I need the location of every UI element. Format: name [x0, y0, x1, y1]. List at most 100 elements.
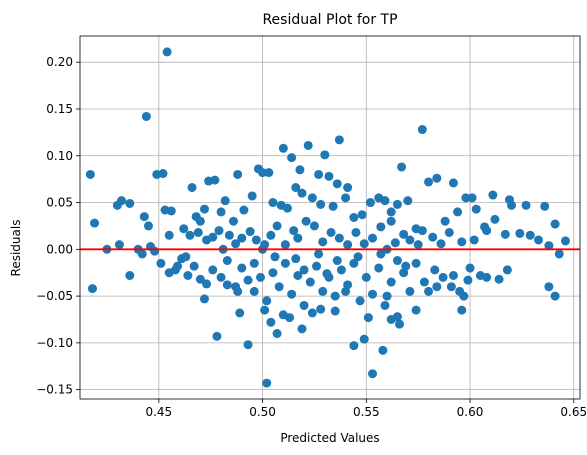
data-point	[330, 306, 340, 316]
y-axis-ticks: −0.15 −0.10 −0.05 0.00 0.05 0.10 0.15 0.20	[36, 55, 80, 397]
plot-frame	[79, 35, 581, 400]
data-point	[173, 261, 183, 271]
data-point	[229, 216, 239, 226]
data-point	[164, 230, 174, 240]
data-point	[332, 179, 342, 189]
data-point	[392, 256, 402, 266]
data-point	[550, 219, 560, 229]
data-point	[307, 308, 317, 318]
data-point	[525, 230, 535, 240]
data-point	[316, 304, 326, 314]
data-point	[417, 125, 427, 135]
data-point	[461, 193, 471, 203]
data-point	[349, 213, 359, 222]
data-point	[403, 196, 413, 206]
data-point	[550, 291, 560, 301]
data-point	[540, 201, 550, 211]
data-point	[199, 294, 209, 304]
data-point	[287, 289, 297, 299]
data-point	[361, 272, 371, 282]
data-point	[432, 173, 442, 183]
data-point	[187, 183, 197, 193]
data-point	[297, 324, 307, 334]
data-point	[430, 265, 440, 275]
data-point	[185, 230, 195, 240]
data-point	[222, 280, 232, 290]
data-point	[343, 183, 353, 193]
data-point	[494, 274, 504, 284]
data-point	[208, 232, 218, 242]
data-point	[471, 204, 481, 214]
data-point	[349, 258, 359, 268]
data-point	[417, 226, 427, 236]
data-point	[382, 291, 392, 301]
data-point	[534, 235, 544, 245]
x-axis-label: Predicted Values	[280, 431, 379, 445]
y-tick-label: 0.00	[46, 242, 73, 256]
x-tick-label: 0.65	[560, 405, 587, 419]
data-point	[112, 200, 122, 210]
data-point	[278, 143, 288, 153]
data-point	[189, 261, 199, 271]
data-point	[411, 258, 421, 268]
data-point	[272, 329, 282, 339]
data-point	[195, 216, 205, 226]
data-point	[386, 207, 396, 217]
data-point	[378, 345, 388, 355]
data-point	[289, 226, 299, 236]
data-point	[336, 265, 346, 275]
data-point	[251, 235, 261, 245]
data-point	[114, 240, 124, 250]
data-point	[332, 256, 342, 266]
data-point	[328, 201, 338, 211]
data-point	[424, 177, 434, 187]
data-point	[125, 198, 135, 208]
y-tick-label: 0.10	[46, 149, 73, 163]
data-point	[438, 272, 448, 282]
data-point	[395, 319, 405, 329]
x-tick-label: 0.45	[145, 405, 172, 419]
data-point	[318, 286, 328, 296]
data-point	[320, 150, 330, 160]
data-point	[291, 183, 301, 193]
data-point	[314, 249, 324, 259]
y-tick-label: −0.10	[36, 336, 73, 350]
data-point	[355, 296, 365, 306]
data-point	[380, 196, 390, 206]
data-point	[231, 239, 241, 249]
data-point	[295, 165, 305, 175]
data-point	[243, 275, 253, 285]
data-point	[199, 204, 209, 214]
data-point	[85, 169, 95, 179]
data-point	[195, 274, 205, 284]
data-point	[305, 277, 315, 287]
data-point	[216, 207, 226, 217]
data-point	[139, 212, 149, 222]
data-point	[293, 233, 303, 243]
data-point	[264, 168, 274, 178]
data-point	[374, 263, 384, 273]
data-point	[446, 282, 456, 292]
data-point	[544, 282, 554, 292]
data-point	[282, 203, 292, 213]
x-tick-label: 0.50	[249, 405, 276, 419]
data-point	[291, 254, 301, 264]
data-point	[299, 300, 309, 310]
data-point	[287, 153, 297, 163]
data-point	[448, 178, 458, 188]
data-point	[216, 272, 226, 282]
data-point	[444, 227, 454, 237]
y-tick-label: 0.20	[46, 55, 73, 69]
data-point	[193, 227, 203, 237]
data-point	[482, 226, 492, 236]
data-point	[160, 205, 170, 215]
data-point	[270, 252, 280, 262]
data-point	[245, 227, 255, 237]
data-point	[125, 271, 135, 281]
data-point	[448, 271, 458, 281]
data-point	[453, 207, 463, 217]
data-point	[463, 275, 473, 285]
chart-title: Residual Plot for TP	[262, 12, 397, 28]
data-point	[359, 239, 369, 249]
data-point	[386, 216, 396, 226]
